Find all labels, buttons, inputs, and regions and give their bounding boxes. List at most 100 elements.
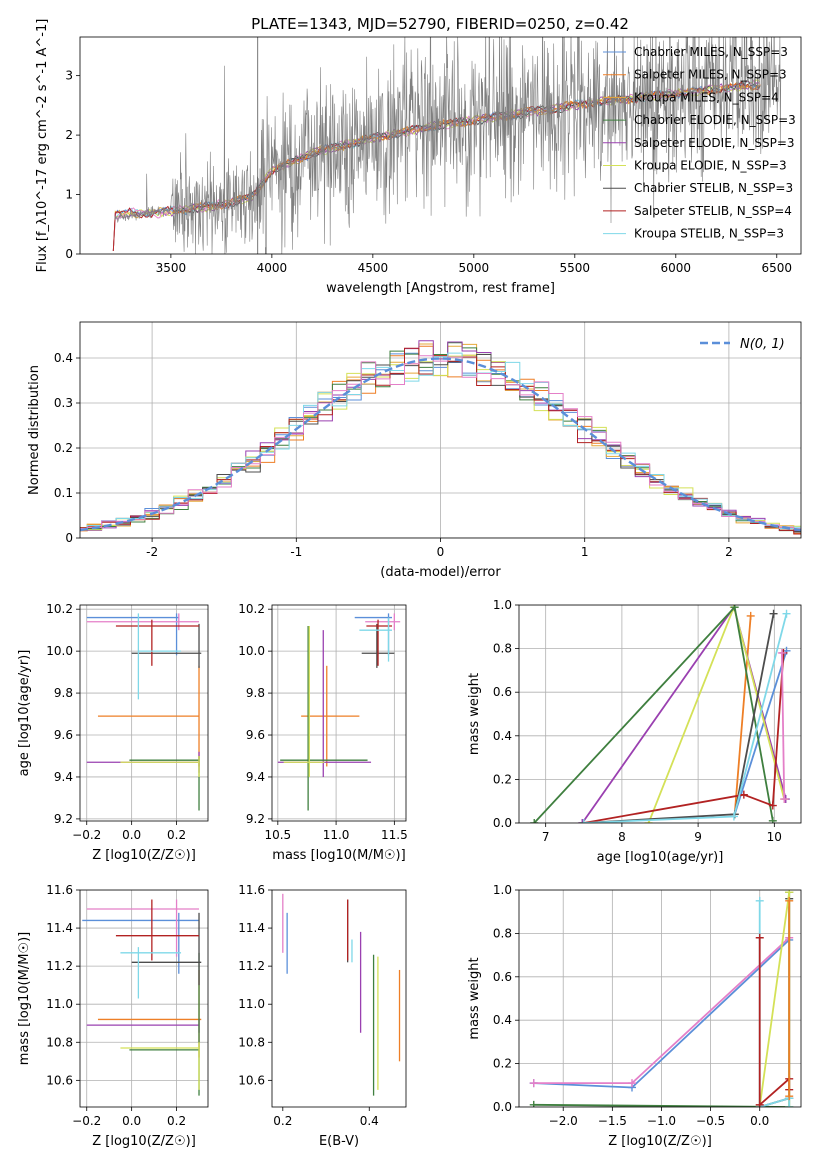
y-tick-label: 10.6 (238, 1073, 265, 1087)
weight-series-line (583, 613, 788, 823)
y-tick-label: 10.2 (238, 602, 265, 616)
x-tick-label: −0.5 (696, 1114, 725, 1128)
y-tick-label: 9.4 (246, 770, 265, 784)
x-tick-label: 4000 (257, 261, 288, 275)
x-tick-label: 0.2 (273, 1114, 292, 1128)
histogram-step (80, 352, 801, 531)
x-axis-label: wavelength [Angstrom, rest frame] (326, 281, 555, 296)
y-tick-label: 11.6 (238, 883, 265, 897)
y-tick-label: 10.8 (46, 1035, 73, 1049)
y-tick-label: 11.0 (238, 997, 265, 1011)
errorbar-point (86, 613, 200, 631)
weight-point-marker (755, 1100, 764, 1107)
x-tick-label: −1.0 (647, 1114, 676, 1128)
errorbar-point (120, 755, 200, 777)
errorbar-point (365, 613, 401, 631)
axes-residuals: -2 -1 0 1 2 0 0.1 0.2 0.3 0.4 (data-model)/error No… (27, 321, 802, 580)
grid (519, 890, 801, 1107)
y-tick-label: 9.2 (246, 812, 265, 826)
y-tick-label: 1.0 (493, 883, 512, 897)
plot-area (80, 322, 801, 538)
figure-title: PLATE=1343, MJD=52790, FIBERID=0250, z=0… (251, 15, 629, 33)
y-tick-label: 1 (65, 188, 73, 202)
y-tick-label: 0 (65, 531, 73, 545)
weight-point-marker (768, 801, 777, 810)
errorbar-point (131, 623, 202, 668)
y-axis-label: mass [log10(M/M☉)] (17, 932, 32, 1065)
errorbar-point (131, 912, 202, 986)
weight-point-marker (579, 819, 588, 823)
y-tick-label: 9.8 (246, 686, 265, 700)
y-tick-label: 1.0 (493, 598, 512, 612)
y-tick-label: 11.4 (238, 921, 265, 935)
x-axis-label: mass [log10(M/M☉)] (272, 848, 405, 863)
errorbar-point (283, 625, 325, 777)
y-tick-label: 9.6 (54, 728, 73, 742)
x-tick-label: 3500 (156, 261, 187, 275)
plot-area (519, 890, 801, 1107)
y-tick-label: 10.6 (46, 1073, 73, 1087)
axes-mass-vs-EBV: 0.2 0.4 10.6 10.8 11.0 11.2 11.4 11.6 E(B-V) (238, 883, 407, 1149)
legend-label: Salpeter ELODIE, N_SSP=3 (634, 136, 795, 150)
weight-point-marker (785, 896, 794, 905)
x-tick-label: 5500 (560, 261, 591, 275)
y-axis-label: mass weight (467, 673, 482, 755)
y-tick-label: 11.0 (46, 997, 73, 1011)
y-tick-label: 9.6 (246, 728, 265, 742)
errorbar-point (86, 1019, 200, 1033)
x-tick-label: -1 (290, 545, 302, 559)
weight-point-marker (768, 816, 777, 823)
x-tick-label: 10.5 (264, 828, 291, 842)
x-tick-label: 0.0 (122, 1114, 141, 1128)
y-tick-label: 0 (65, 247, 73, 261)
y-tick-label: 9.2 (54, 812, 73, 826)
x-tick-label: 10 (767, 830, 782, 844)
grid (80, 605, 208, 821)
plot-area (112, 37, 782, 254)
x-tick-label: 2 (725, 545, 733, 559)
axes-frame (271, 604, 407, 822)
weight-point-marker (769, 609, 778, 618)
y-tick-label: 11.4 (46, 921, 73, 935)
weight-point-marker (730, 605, 739, 612)
legend-label: N(0, 1) (740, 337, 785, 352)
weight-point-marker (746, 611, 755, 620)
errorbar-point (280, 625, 368, 811)
weight-point-marker (785, 1103, 794, 1107)
errorbar-point (82, 912, 200, 974)
y-axis-label: age [log10(age/yr)] (17, 650, 32, 777)
x-tick-label: 6500 (761, 261, 792, 275)
errorbar-point (354, 613, 393, 656)
weight-point-marker (529, 1079, 538, 1088)
x-axis-label: age [log10(age/yr)] (597, 850, 724, 865)
errorbar-point (115, 619, 200, 666)
weight-point-marker (755, 933, 764, 942)
x-tick-label: 5000 (459, 261, 490, 275)
legend-label: Chabrier MILES, N_SSP=3 (634, 45, 788, 59)
legend-label: Salpeter MILES, N_SSP=3 (634, 68, 787, 82)
errorbar-point (366, 619, 393, 666)
weight-point-marker (785, 1092, 794, 1101)
x-tick-label: −2.0 (549, 1114, 578, 1128)
x-tick-label: 11.5 (381, 828, 408, 842)
x-tick-label: 8 (618, 830, 626, 844)
axes-spectrum: 3500 4000 4500 5000 5500 6000 6500 0 1 2 3 waveleng… (35, 19, 802, 296)
x-tick-label: 0.2 (167, 828, 186, 842)
weight-series-line (758, 892, 791, 1107)
errorbar-point (115, 899, 200, 961)
y-tick-label: 10.0 (46, 644, 73, 658)
plot-area (80, 890, 208, 1107)
weight-point-marker (729, 812, 738, 821)
histogram-step (80, 355, 801, 530)
errorbar-point (120, 1042, 200, 1090)
x-tick-label: 1 (581, 545, 589, 559)
axes-mass-vs-Z: −0.2 0.0 0.2 10.6 10.8 11.0 11.2 11.4 11.6 Z [log… (17, 883, 209, 1149)
y-tick-label: 11.2 (46, 959, 73, 973)
weight-series-line (781, 652, 786, 800)
grid (272, 605, 406, 821)
axes-weight-vs-age: 7 8 9 10 0.0 0.2 0.4 0.6 0.8 1.0 age [log10(age/yr… (467, 598, 802, 865)
errorbar-point (120, 947, 182, 999)
y-tick-label: 0.0 (493, 816, 512, 830)
plot-area (272, 605, 406, 821)
axes-frame (271, 889, 407, 1108)
